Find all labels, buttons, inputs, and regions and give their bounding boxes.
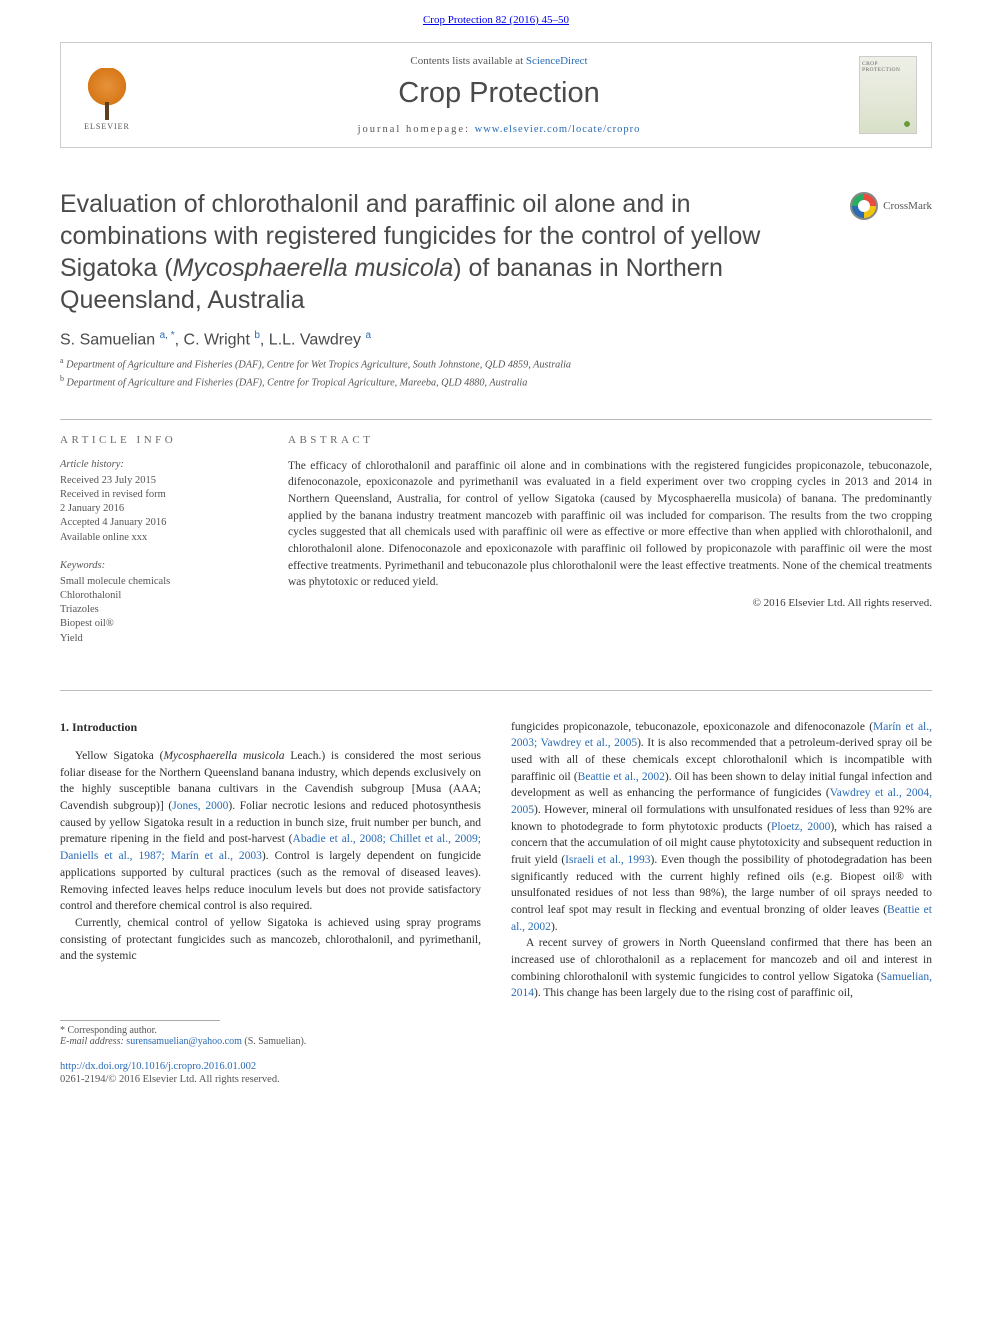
affiliation-line: b Department of Agriculture and Fisherie… xyxy=(60,373,932,391)
citation-link[interactable]: Crop Protection 82 (2016) 45–50 xyxy=(423,14,569,26)
history-label: Article history: xyxy=(60,458,258,472)
history-block: Article history: Received 23 July 2015Re… xyxy=(60,458,258,545)
footnote-rule xyxy=(60,1020,220,1021)
history-line: Accepted 4 January 2016 xyxy=(60,516,258,530)
email-line: E-mail address: surensamuelian@yahoo.com… xyxy=(60,1036,932,1047)
abstract-col: ABSTRACT The efficacy of chlorothalonil … xyxy=(288,434,932,660)
elsevier-tree-icon xyxy=(82,68,132,120)
crossmark-label: CrossMark xyxy=(883,200,932,212)
footnote-block: * Corresponding author. E-mail address: … xyxy=(0,1020,992,1057)
body-paragraph: fungicides propiconazole, tebuconazole, … xyxy=(511,719,932,936)
body-paragraph: Yellow Sigatoka (Mycosphaerella musicola… xyxy=(60,748,481,915)
homepage-label: journal homepage: xyxy=(358,124,475,135)
keyword-line: Small molecule chemicals xyxy=(60,575,258,589)
body-col-left: 1. Introduction Yellow Sigatoka (Mycosph… xyxy=(60,719,481,1002)
doi-line: http://dx.doi.org/10.1016/j.cropro.2016.… xyxy=(0,1057,992,1074)
email-person: (S. Samuelian). xyxy=(242,1036,306,1047)
elsevier-text: ELSEVIER xyxy=(84,122,130,131)
author-email-link[interactable]: surensamuelian@yahoo.com xyxy=(126,1036,242,1047)
keyword-line: Biopest oil® xyxy=(60,617,258,631)
abstract-header: ABSTRACT xyxy=(288,434,932,446)
history-line: Received 23 July 2015 xyxy=(60,474,258,488)
history-line: Available online xxx xyxy=(60,531,258,545)
issn-line: 0261-2194/© 2016 Elsevier Ltd. All right… xyxy=(0,1074,992,1103)
contents-prefix: Contents lists available at xyxy=(410,55,525,67)
leaf-icon xyxy=(902,119,912,129)
body-col-right: fungicides propiconazole, tebuconazole, … xyxy=(511,719,932,1002)
abstract-copyright: © 2016 Elsevier Ltd. All rights reserved… xyxy=(288,597,932,609)
affiliation-line: a Department of Agriculture and Fisherie… xyxy=(60,355,932,373)
thumb-title: CROP PROTECTION xyxy=(862,61,914,73)
info-abstract-row: ARTICLE INFO Article history: Received 2… xyxy=(0,420,992,670)
journal-name: Crop Protection xyxy=(139,77,859,110)
homepage-link[interactable]: www.elsevier.com/locate/cropro xyxy=(475,124,641,135)
keyword-line: Triazoles xyxy=(60,603,258,617)
elsevier-logo: ELSEVIER xyxy=(75,59,139,131)
contents-line: Contents lists available at ScienceDirec… xyxy=(139,55,859,67)
article-info-header: ARTICLE INFO xyxy=(60,434,258,446)
crossmark-icon xyxy=(850,192,878,220)
citation-line: Crop Protection 82 (2016) 45–50 xyxy=(0,0,992,34)
sciencedirect-link[interactable]: ScienceDirect xyxy=(526,55,588,67)
article-head: CrossMark Evaluation of chlorothalonil a… xyxy=(0,164,992,399)
journal-cover-thumb: CROP PROTECTION xyxy=(859,56,917,134)
header-center: Contents lists available at ScienceDirec… xyxy=(139,55,859,135)
doi-link[interactable]: http://dx.doi.org/10.1016/j.cropro.2016.… xyxy=(60,1061,256,1072)
history-line: 2 January 2016 xyxy=(60,502,258,516)
authors-line: S. Samuelian a, *, C. Wright b, L.L. Vaw… xyxy=(60,330,932,349)
article-info-col: ARTICLE INFO Article history: Received 2… xyxy=(60,434,258,660)
corresponding-author-note: * Corresponding author. xyxy=(60,1025,932,1036)
history-line: Received in revised form xyxy=(60,488,258,502)
body-paragraph: A recent survey of growers in North Quee… xyxy=(511,935,932,1002)
body-columns: 1. Introduction Yellow Sigatoka (Mycosph… xyxy=(0,691,992,1020)
intro-heading: 1. Introduction xyxy=(60,719,481,736)
article-title: Evaluation of chlorothalonil and paraffi… xyxy=(60,188,830,316)
crossmark-widget[interactable]: CrossMark xyxy=(850,192,932,220)
affiliations: a Department of Agriculture and Fisherie… xyxy=(60,355,932,390)
keywords-block: Keywords: Small molecule chemicalsChloro… xyxy=(60,559,258,646)
email-label: E-mail address: xyxy=(60,1036,126,1047)
keyword-line: Chlorothalonil xyxy=(60,589,258,603)
keywords-label: Keywords: xyxy=(60,559,258,573)
body-paragraph: Currently, chemical control of yellow Si… xyxy=(60,915,481,965)
keyword-line: Yield xyxy=(60,632,258,646)
homepage-line: journal homepage: www.elsevier.com/locat… xyxy=(139,124,859,135)
journal-header-box: ELSEVIER Contents lists available at Sci… xyxy=(60,42,932,148)
abstract-text: The efficacy of chlorothalonil and paraf… xyxy=(288,458,932,591)
